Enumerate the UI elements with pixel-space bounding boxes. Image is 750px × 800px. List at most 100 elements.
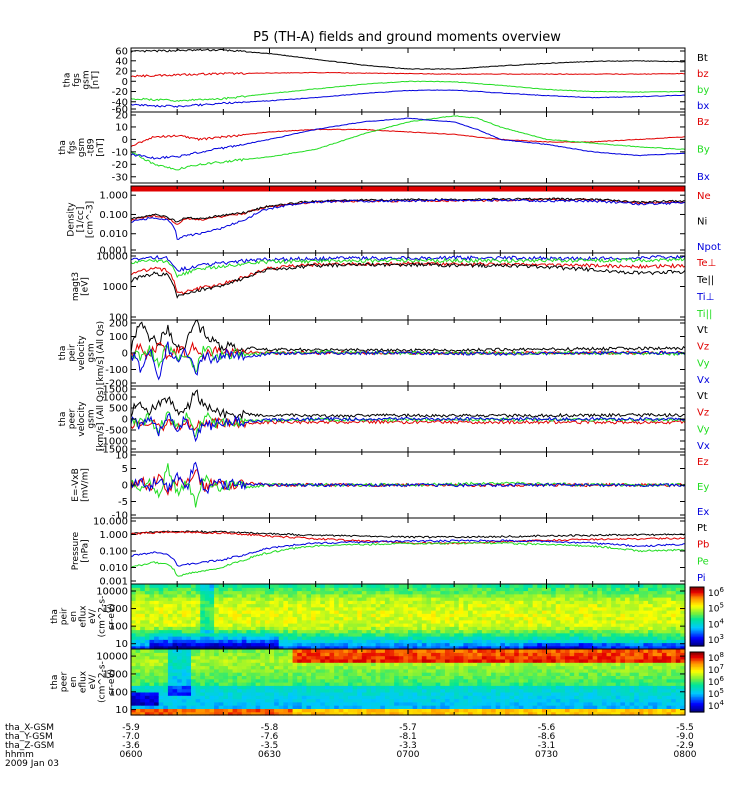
spectrogram-cell — [260, 688, 266, 693]
spectrogram-cell — [569, 662, 575, 667]
spectrogram-cell — [269, 685, 275, 690]
spectrogram-cell — [301, 711, 308, 716]
spectrogram-cell — [204, 645, 211, 650]
spectrogram-cell — [629, 587, 635, 592]
spectrogram-cell — [172, 678, 178, 683]
ylabel-line: sr-eV) — [107, 603, 117, 629]
spectrogram-cell — [624, 593, 631, 598]
spectrogram-cell — [551, 587, 557, 592]
ytick-label: 0.001 — [99, 246, 128, 257]
spectrogram-cell — [444, 705, 451, 709]
spectrogram-cell — [264, 685, 271, 690]
spectrogram-cell — [564, 688, 571, 693]
spectrogram-cell — [578, 649, 585, 653]
spectrogram-cell — [384, 606, 391, 611]
spectrogram-cell — [541, 593, 548, 598]
colorbar-segment — [690, 628, 704, 631]
spectrogram-cell — [283, 639, 289, 644]
spectrogram-cell — [287, 652, 294, 657]
spectrogram-cell — [251, 619, 257, 624]
spectrogram-cell — [463, 691, 469, 696]
spectrogram-cell — [417, 678, 423, 683]
spectrogram-cell — [463, 600, 469, 605]
spectrogram-cell — [486, 626, 492, 631]
spectrogram-cell — [186, 619, 192, 624]
spectrogram-cell — [629, 600, 635, 605]
spectrogram-cell — [431, 600, 437, 605]
spectrogram-cell — [218, 639, 224, 644]
spectrogram-cell — [149, 600, 155, 605]
spectrogram-cell — [343, 632, 349, 637]
spectrogram-cell — [588, 632, 594, 637]
spectrogram-cell — [477, 606, 483, 611]
spectrogram-cell — [495, 610, 501, 614]
spectrogram-cell — [523, 626, 529, 631]
spectrogram-cell — [241, 701, 248, 706]
spectrogram-cell — [177, 708, 183, 713]
ylabel-line: tha — [58, 412, 68, 427]
spectrogram-cell — [514, 629, 520, 634]
spectrogram-cell — [255, 639, 261, 644]
spectrogram-cell — [223, 587, 229, 592]
spectrogram-cell — [477, 584, 483, 588]
spectrogram-cell — [675, 636, 681, 640]
spectrogram-cell — [154, 626, 160, 631]
spectrogram-cell — [638, 606, 645, 611]
spectrogram-cell — [218, 691, 224, 696]
spectrogram-cell — [375, 678, 381, 683]
spectrogram-cell — [509, 685, 515, 690]
spectrogram-cell — [481, 590, 488, 595]
spectrogram-cell — [601, 629, 608, 634]
spectrogram-cell — [583, 590, 589, 595]
spectrogram-cell — [209, 675, 215, 680]
spectrogram-cell — [214, 616, 220, 621]
spectrogram-cell — [315, 639, 321, 644]
spectrogram-cell — [361, 682, 368, 686]
spectrogram-cell — [352, 584, 358, 588]
spectrogram-cell — [315, 597, 321, 601]
spectrogram-cell — [412, 711, 418, 716]
spectrogram-cell — [444, 668, 451, 673]
spectrogram-cell — [334, 636, 340, 640]
spectrogram-cell — [384, 619, 391, 624]
spectrogram-cell — [320, 587, 326, 592]
spectrogram-cell — [500, 688, 506, 693]
spectrogram-cell — [592, 619, 598, 624]
colorbar-tick-label: 104 — [708, 617, 724, 630]
spectrogram-cell — [195, 610, 201, 614]
spectrogram-cell — [214, 600, 220, 605]
spectrogram-cell — [278, 652, 284, 657]
spectrogram-cell — [417, 685, 423, 690]
spectrogram-cell — [361, 593, 368, 598]
spectrogram-cell — [500, 658, 506, 663]
spectrogram-cell — [500, 629, 506, 634]
spectrogram-cell — [264, 665, 271, 670]
spectrogram-cell — [154, 642, 160, 647]
spectrogram-cell — [177, 685, 183, 690]
spectrogram-cell — [481, 682, 488, 686]
spectrogram-cell — [186, 632, 192, 637]
spectrogram-cell — [449, 708, 455, 713]
spectrogram-cell — [500, 685, 506, 690]
spectrogram-cell — [495, 652, 501, 657]
spectrogram-cell — [675, 597, 681, 601]
ytick-label: -10 — [112, 511, 128, 522]
legend-label-Vx: Vx — [697, 441, 710, 452]
spectrogram-cell — [564, 590, 571, 595]
spectrogram-cell — [648, 642, 654, 647]
spectrogram-cell — [380, 685, 386, 690]
spectrogram-cell — [500, 678, 506, 683]
colorbar-segment — [690, 595, 704, 598]
spectrogram-cell — [435, 665, 441, 670]
spectrogram-cell — [509, 688, 515, 693]
spectrogram-cell — [131, 652, 137, 657]
spectrogram-cell — [509, 668, 515, 673]
spectrogram-cell — [394, 708, 400, 713]
ytick-label: 200 — [109, 319, 128, 330]
spectrogram-cell — [218, 705, 224, 709]
spectrogram-cell — [398, 708, 404, 713]
spectrogram-cell — [181, 636, 187, 640]
spectrogram-cell — [177, 593, 183, 598]
spectrogram-cell — [463, 711, 469, 716]
spectrogram-cell — [181, 691, 187, 696]
